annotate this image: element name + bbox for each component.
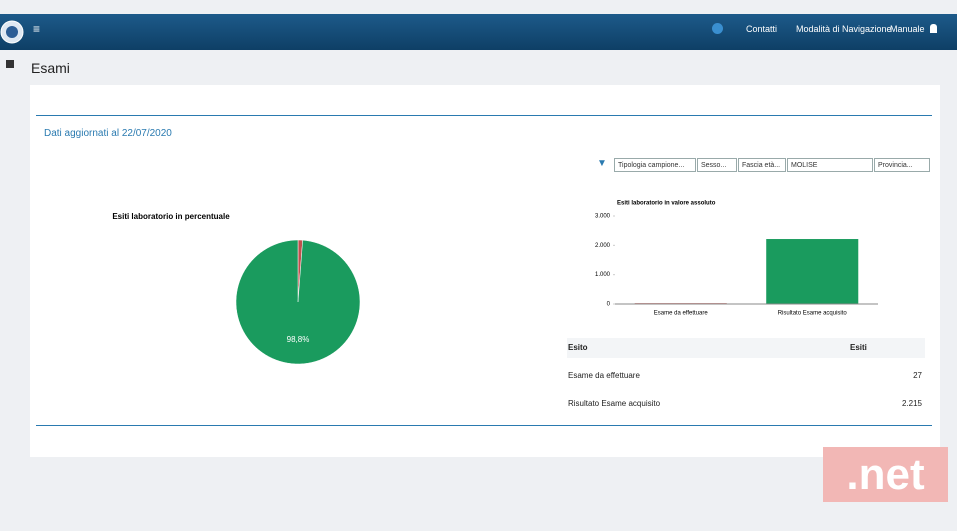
menu-icon[interactable]: ≡ [33, 22, 41, 36]
filter-select[interactable]: Provincia... [874, 158, 930, 172]
home-icon[interactable] [712, 23, 723, 34]
nav-link[interactable]: Manuale [890, 24, 925, 34]
y-tick-label: 3.000 [595, 214, 611, 220]
logo[interactable] [0, 14, 30, 50]
chart-title: Esiti laboratorio in percentuale [112, 212, 230, 221]
y-tick-label: 1.000 [595, 272, 611, 278]
table-cell: Risultato Esame acquisito [568, 399, 661, 408]
table-header-bg [567, 338, 925, 358]
nav-link[interactable]: Contatti [746, 24, 778, 34]
y-tick-label: 0 [607, 302, 611, 308]
x-tick-label: Risultato Esame acquisito [778, 311, 848, 317]
page-title: Esami [31, 60, 70, 76]
divider [36, 115, 932, 116]
chart-title: Esiti laboratorio in valore assoluto [617, 201, 716, 207]
pie-chart: Esiti laboratorio in percentuale 98,8% [112, 212, 361, 365]
x-tick-label: Esame da effettuare [654, 311, 709, 317]
bar-chart: Esiti laboratorio in valore assoluto 0 1.0… [595, 201, 878, 317]
update-date: Dati aggiornati al 22/07/2020 [44, 128, 172, 139]
user-icon[interactable] [930, 24, 937, 33]
slice-label: 98,8% [287, 335, 310, 344]
watermark: .net [823, 447, 948, 502]
nav-link[interactable]: Modalità di Navigazione [796, 24, 892, 34]
filter-icon: ▼ [597, 158, 607, 169]
filter-select[interactable]: Tipologia campione... [614, 158, 696, 172]
filter-select[interactable]: Fascia età... [738, 158, 786, 172]
expand-icon[interactable] [6, 60, 14, 68]
divider [36, 425, 932, 426]
table-header: Esito [568, 343, 588, 352]
table-cell: Esame da effettuare [568, 371, 640, 380]
table-header: Esiti [850, 343, 867, 352]
filter-select[interactable]: Sesso... [697, 158, 737, 172]
header-bar [0, 14, 957, 50]
table-cell: 27 [913, 371, 922, 380]
filter-select[interactable]: MOLISE [787, 158, 873, 172]
bar [766, 239, 859, 304]
pie-slice [235, 239, 361, 365]
y-tick-label: 2.000 [595, 243, 611, 249]
table-cell: 2.215 [901, 399, 922, 408]
